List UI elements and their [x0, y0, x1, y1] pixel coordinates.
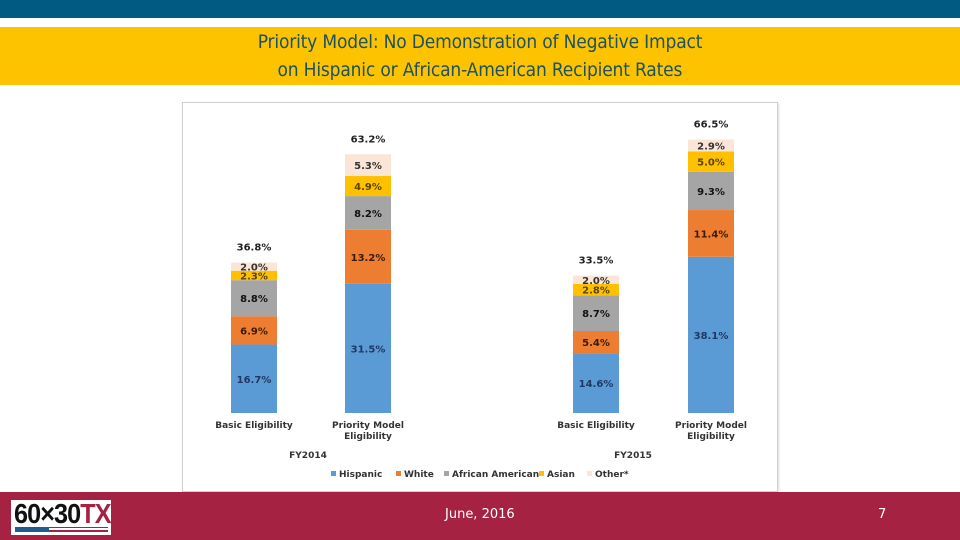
logo-60x30tx: 60×30TX: [11, 498, 112, 535]
data-label: 2.0%: [240, 263, 268, 274]
data-label: 6.9%: [240, 326, 268, 337]
total-label: 63.2%: [351, 134, 386, 145]
total-label: 66.5%: [694, 120, 729, 131]
legend-label: African American: [452, 470, 539, 480]
data-label: 2.8%: [582, 286, 610, 297]
bar-segment-asian: [688, 151, 734, 172]
top-accent-bar: [0, 0, 960, 18]
data-label: 4.9%: [354, 182, 382, 193]
slide-title-line-2: on Hispanic or African-American Recipien…: [277, 59, 683, 81]
data-label: 14.6%: [579, 379, 614, 390]
category-label: Eligibility: [344, 432, 392, 442]
legend-swatch: [396, 471, 401, 476]
footer-date: June, 2016: [445, 507, 515, 522]
category-label: Basic Eligibility: [215, 421, 293, 431]
data-label: 2.3%: [240, 271, 268, 282]
legend-label: Hispanic: [339, 470, 382, 480]
bar-segment-white: [231, 316, 277, 345]
total-label: 33.5%: [579, 256, 614, 267]
bar-segment-african-american: [345, 196, 391, 230]
legend-label: White: [404, 470, 434, 480]
data-label: 16.7%: [237, 375, 272, 386]
data-label: 11.4%: [694, 229, 729, 240]
data-label: 2.9%: [697, 141, 725, 152]
footer-bar: [0, 492, 960, 540]
bar-segment-asian: [345, 176, 391, 197]
page-number: 7: [878, 507, 887, 522]
bar-segment-hispanic: [345, 283, 391, 413]
bar-segment-hispanic: [231, 344, 277, 413]
bar-segment-african-american: [231, 280, 277, 317]
category-label: Basic Eligibility: [557, 421, 635, 431]
logo-flag-stripe: [15, 527, 108, 532]
bar-segment-other-: [231, 262, 277, 271]
bar-segment-white: [573, 331, 619, 354]
legend-swatch: [587, 471, 592, 476]
logo-text: 60×30TX: [14, 498, 112, 530]
data-label: 8.8%: [240, 294, 268, 305]
bar-segment-other-: [345, 154, 391, 177]
bar-segment-other-: [688, 139, 734, 152]
data-label: 5.4%: [582, 338, 610, 349]
category-label: Priority Model: [332, 421, 404, 431]
bar-segment-white: [345, 229, 391, 284]
data-label: 38.1%: [694, 331, 729, 342]
legend-swatch: [331, 471, 336, 476]
bar-segment-asian: [231, 270, 277, 281]
legend-label: Asian: [547, 470, 575, 480]
bar-segment-asian: [573, 283, 619, 296]
data-label: 9.3%: [697, 187, 725, 198]
logo-text-dark: 60×30: [14, 498, 81, 529]
data-label: 31.5%: [351, 344, 386, 355]
slide-title-line-1: Priority Model: No Demonstration of Nega…: [257, 31, 703, 53]
bar-segment-hispanic: [573, 353, 619, 413]
legend-swatch: [444, 471, 449, 476]
data-label: 2.0%: [582, 276, 610, 287]
bar-segment-african-american: [688, 171, 734, 211]
total-label: 36.8%: [237, 243, 272, 254]
legend-label: Other*: [595, 470, 629, 480]
bar-segment-other-: [573, 275, 619, 284]
legend-swatch: [539, 471, 544, 476]
group-label: FY2015: [614, 451, 652, 461]
data-label: 13.2%: [351, 253, 386, 264]
data-label: 8.7%: [582, 309, 610, 320]
data-label: 5.0%: [697, 158, 725, 169]
bar-segment-hispanic: [688, 256, 734, 413]
category-label: Priority Model: [675, 421, 747, 431]
data-label: 5.3%: [354, 161, 382, 172]
data-label: 8.2%: [354, 209, 382, 220]
logo-text-accent: TX: [80, 498, 111, 529]
slide-title-band: Priority Model: No Demonstration of Nega…: [0, 27, 960, 85]
bar-segment-white: [688, 210, 734, 257]
stacked-bar-chart: 16.7%6.9%8.8%2.3%2.0%36.8%Basic Eligibil…: [215, 120, 747, 480]
bar-segment-african-american: [573, 295, 619, 331]
group-label: FY2014: [289, 451, 327, 461]
chart-frame: 16.7% 6.9% 8.8% 2.3% 2.0% 36.8% Basic Eligibil…: [182, 102, 778, 492]
category-label: Eligibility: [687, 432, 735, 442]
